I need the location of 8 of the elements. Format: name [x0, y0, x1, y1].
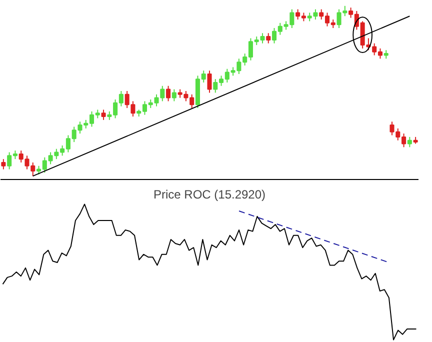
candlestick — [207, 70, 212, 94]
candlestick — [172, 88, 176, 102]
chart-title: Price ROC (15.2920) — [153, 188, 266, 202]
candlestick — [101, 109, 106, 120]
candlestick — [166, 85, 171, 102]
candlestick — [1, 158, 6, 170]
candlestick — [266, 32, 271, 44]
candlestick — [407, 136, 412, 148]
